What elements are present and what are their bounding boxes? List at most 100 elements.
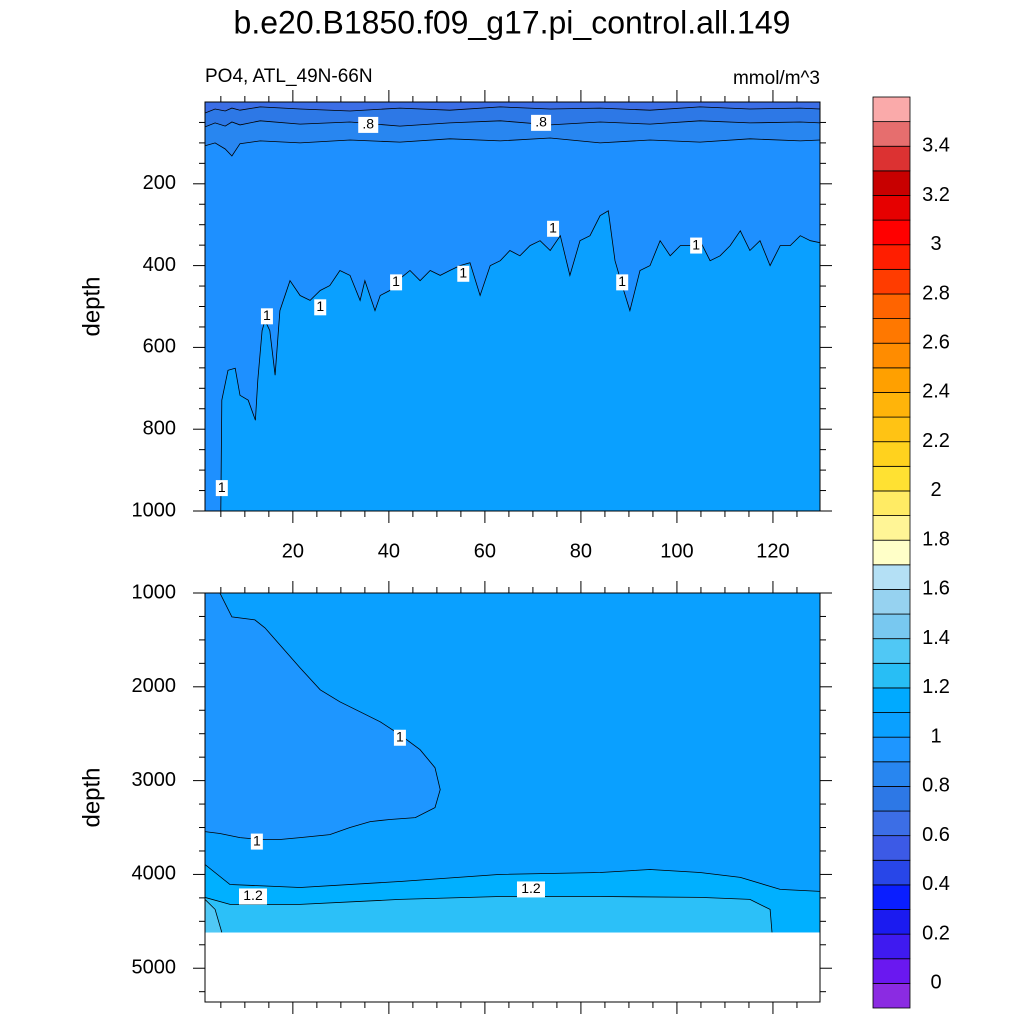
contour-label-group: 1.2 [516,880,545,898]
contour-line [205,864,820,892]
colorbar-label: 0 [930,972,941,994]
colorbar-box [872,909,911,935]
contour-label-group: 1 [616,273,629,291]
contour-label-box [690,237,703,254]
contour-label-box [547,220,560,237]
contour-label-box [358,116,379,133]
contour-label-box [390,274,403,291]
colorbar-label: 2.2 [922,430,950,452]
colorbar-box [872,367,911,393]
colorbar-label: 3 [930,233,941,255]
colorbar-label: 1.6 [922,578,950,600]
contour-label: 1 [316,298,324,314]
colorbar-label: 2 [930,479,941,501]
y-tick-label: 5000 [132,957,177,979]
colorbar-box [872,268,911,295]
colorbar-label: 3.4 [922,135,950,157]
colorbar-box [872,564,911,590]
y-tick-label: 2000 [132,675,177,697]
contour-label-group: 1 [393,728,406,746]
colorbar-box [872,293,911,319]
y-tick-label: 200 [143,172,176,194]
contour-fill [205,593,441,840]
contour-label-group: .8 [358,116,379,133]
colorbar-box [872,145,911,172]
x-tick-label: 60 [474,540,496,562]
y-axis-label: depth [78,767,105,827]
colorbar-box [872,761,911,787]
contour-label-box [531,114,552,131]
contour-line [220,210,820,511]
contour-label-box [239,888,268,905]
contour-label-box [215,480,228,497]
colorbar-box [872,342,911,369]
colorbar-box [872,859,911,886]
colorbar-box [872,96,911,123]
x-tick-label: 20 [282,540,304,562]
contour-label: 1 [549,219,557,235]
colorbar-box [872,613,911,640]
colorbar-label: 1 [930,725,941,747]
contour-label: .8 [362,116,374,132]
subtitle-right: mmol/m^3 [733,68,820,89]
contour-line [205,137,820,157]
contour-label: 1 [263,307,271,323]
contour-label-group: 1 [215,479,228,497]
contour-line [205,899,223,933]
y-tick-label: 400 [143,254,176,276]
contour-label-box [260,308,273,325]
contour-label: 1.2 [521,880,541,896]
colorbar-box [872,884,911,910]
contour-label-box [457,265,470,282]
colorbar-box [872,515,911,541]
colorbar-box [872,638,911,664]
contour-line [205,106,820,114]
contour-label-group: 1 [260,307,273,325]
contour-label: 1 [459,264,467,280]
contour-label-group: 1 [314,298,327,316]
colorbar-label: 1.8 [922,528,950,550]
contour-label-group: 1.2 [239,887,268,905]
x-tick-label: 80 [570,540,592,562]
x-tick-label: 100 [660,540,693,562]
colorbar-box [872,589,911,615]
x-tick-label: 40 [378,540,400,562]
contour-label-group: 1 [690,236,703,254]
y-tick-label: 1000 [132,499,177,521]
y-tick-label: 3000 [132,769,177,791]
colorbar-box [872,662,911,689]
y-axis-label: depth [78,276,105,336]
colorbar-box [872,219,911,246]
colorbar-label: 2.8 [922,282,950,304]
colorbar-box [872,121,911,147]
contour-label-box [393,729,406,746]
contour-label-group: 1 [547,219,560,237]
contour-label-group: 1 [390,273,403,291]
contour-label-box [314,299,327,316]
contour-label: 1 [692,236,700,252]
contour-label-group: 1 [457,264,470,282]
colorbar-box [872,416,911,443]
contour-fill [205,896,772,933]
colorbar-box [872,392,911,418]
contour-line [205,593,441,840]
contour-fill [205,899,222,933]
contour-label: 1 [253,832,261,848]
y-tick-label: 600 [143,336,176,358]
colorbar-label: 0.6 [922,824,950,846]
colorbar-box [872,810,911,837]
colorbar-box [872,933,911,960]
contour-label-box [250,833,263,850]
contour-label-group: 1 [250,832,263,850]
contour-label: 1 [218,479,226,495]
colorbar-box [872,712,911,738]
colorbar-label: 0.4 [922,873,950,895]
colorbar-label: 2.4 [922,381,950,403]
colorbar-label: 3.2 [922,184,950,206]
contour-label-group: .8 [531,114,552,131]
colorbar-label: 1.2 [922,676,950,698]
colorbar-label: 0.8 [922,775,950,797]
colorbar-label: 0.2 [922,922,950,944]
contour-label-box [616,274,629,291]
